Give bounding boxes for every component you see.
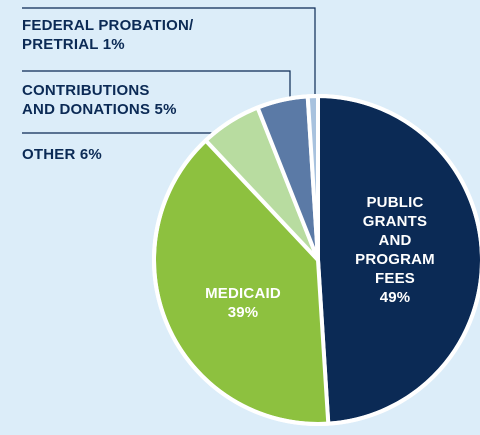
value-label: 39%	[227, 304, 259, 321]
category-label: FEDERAL PROBATION/ PRETRIAL	[22, 17, 194, 53]
value-label: 5%	[154, 101, 177, 118]
value-label: 6%	[79, 146, 102, 163]
category-label: CONTRIBUTIONS AND DONATIONS	[22, 82, 151, 118]
pie-border	[152, 94, 480, 426]
category-label: OTHER	[22, 146, 76, 163]
value-label: 49%	[379, 289, 411, 306]
category-label: PUBLIC GRANTS AND PROGRAM FEES	[355, 194, 435, 287]
slice-label: PUBLIC GRANTS AND PROGRAM FEES 49%	[350, 193, 440, 307]
slice-label: CONTRIBUTIONS AND DONATIONS 5%	[22, 81, 182, 119]
slice-label: FEDERAL PROBATION/ PRETRIAL 1%	[22, 16, 222, 54]
value-label: 1%	[102, 36, 125, 53]
category-label: MEDICAID	[205, 285, 281, 302]
leader-line	[22, 7, 316, 118]
slice-label: MEDICAID 39%	[188, 284, 298, 322]
slice-label: OTHER 6%	[22, 145, 222, 164]
